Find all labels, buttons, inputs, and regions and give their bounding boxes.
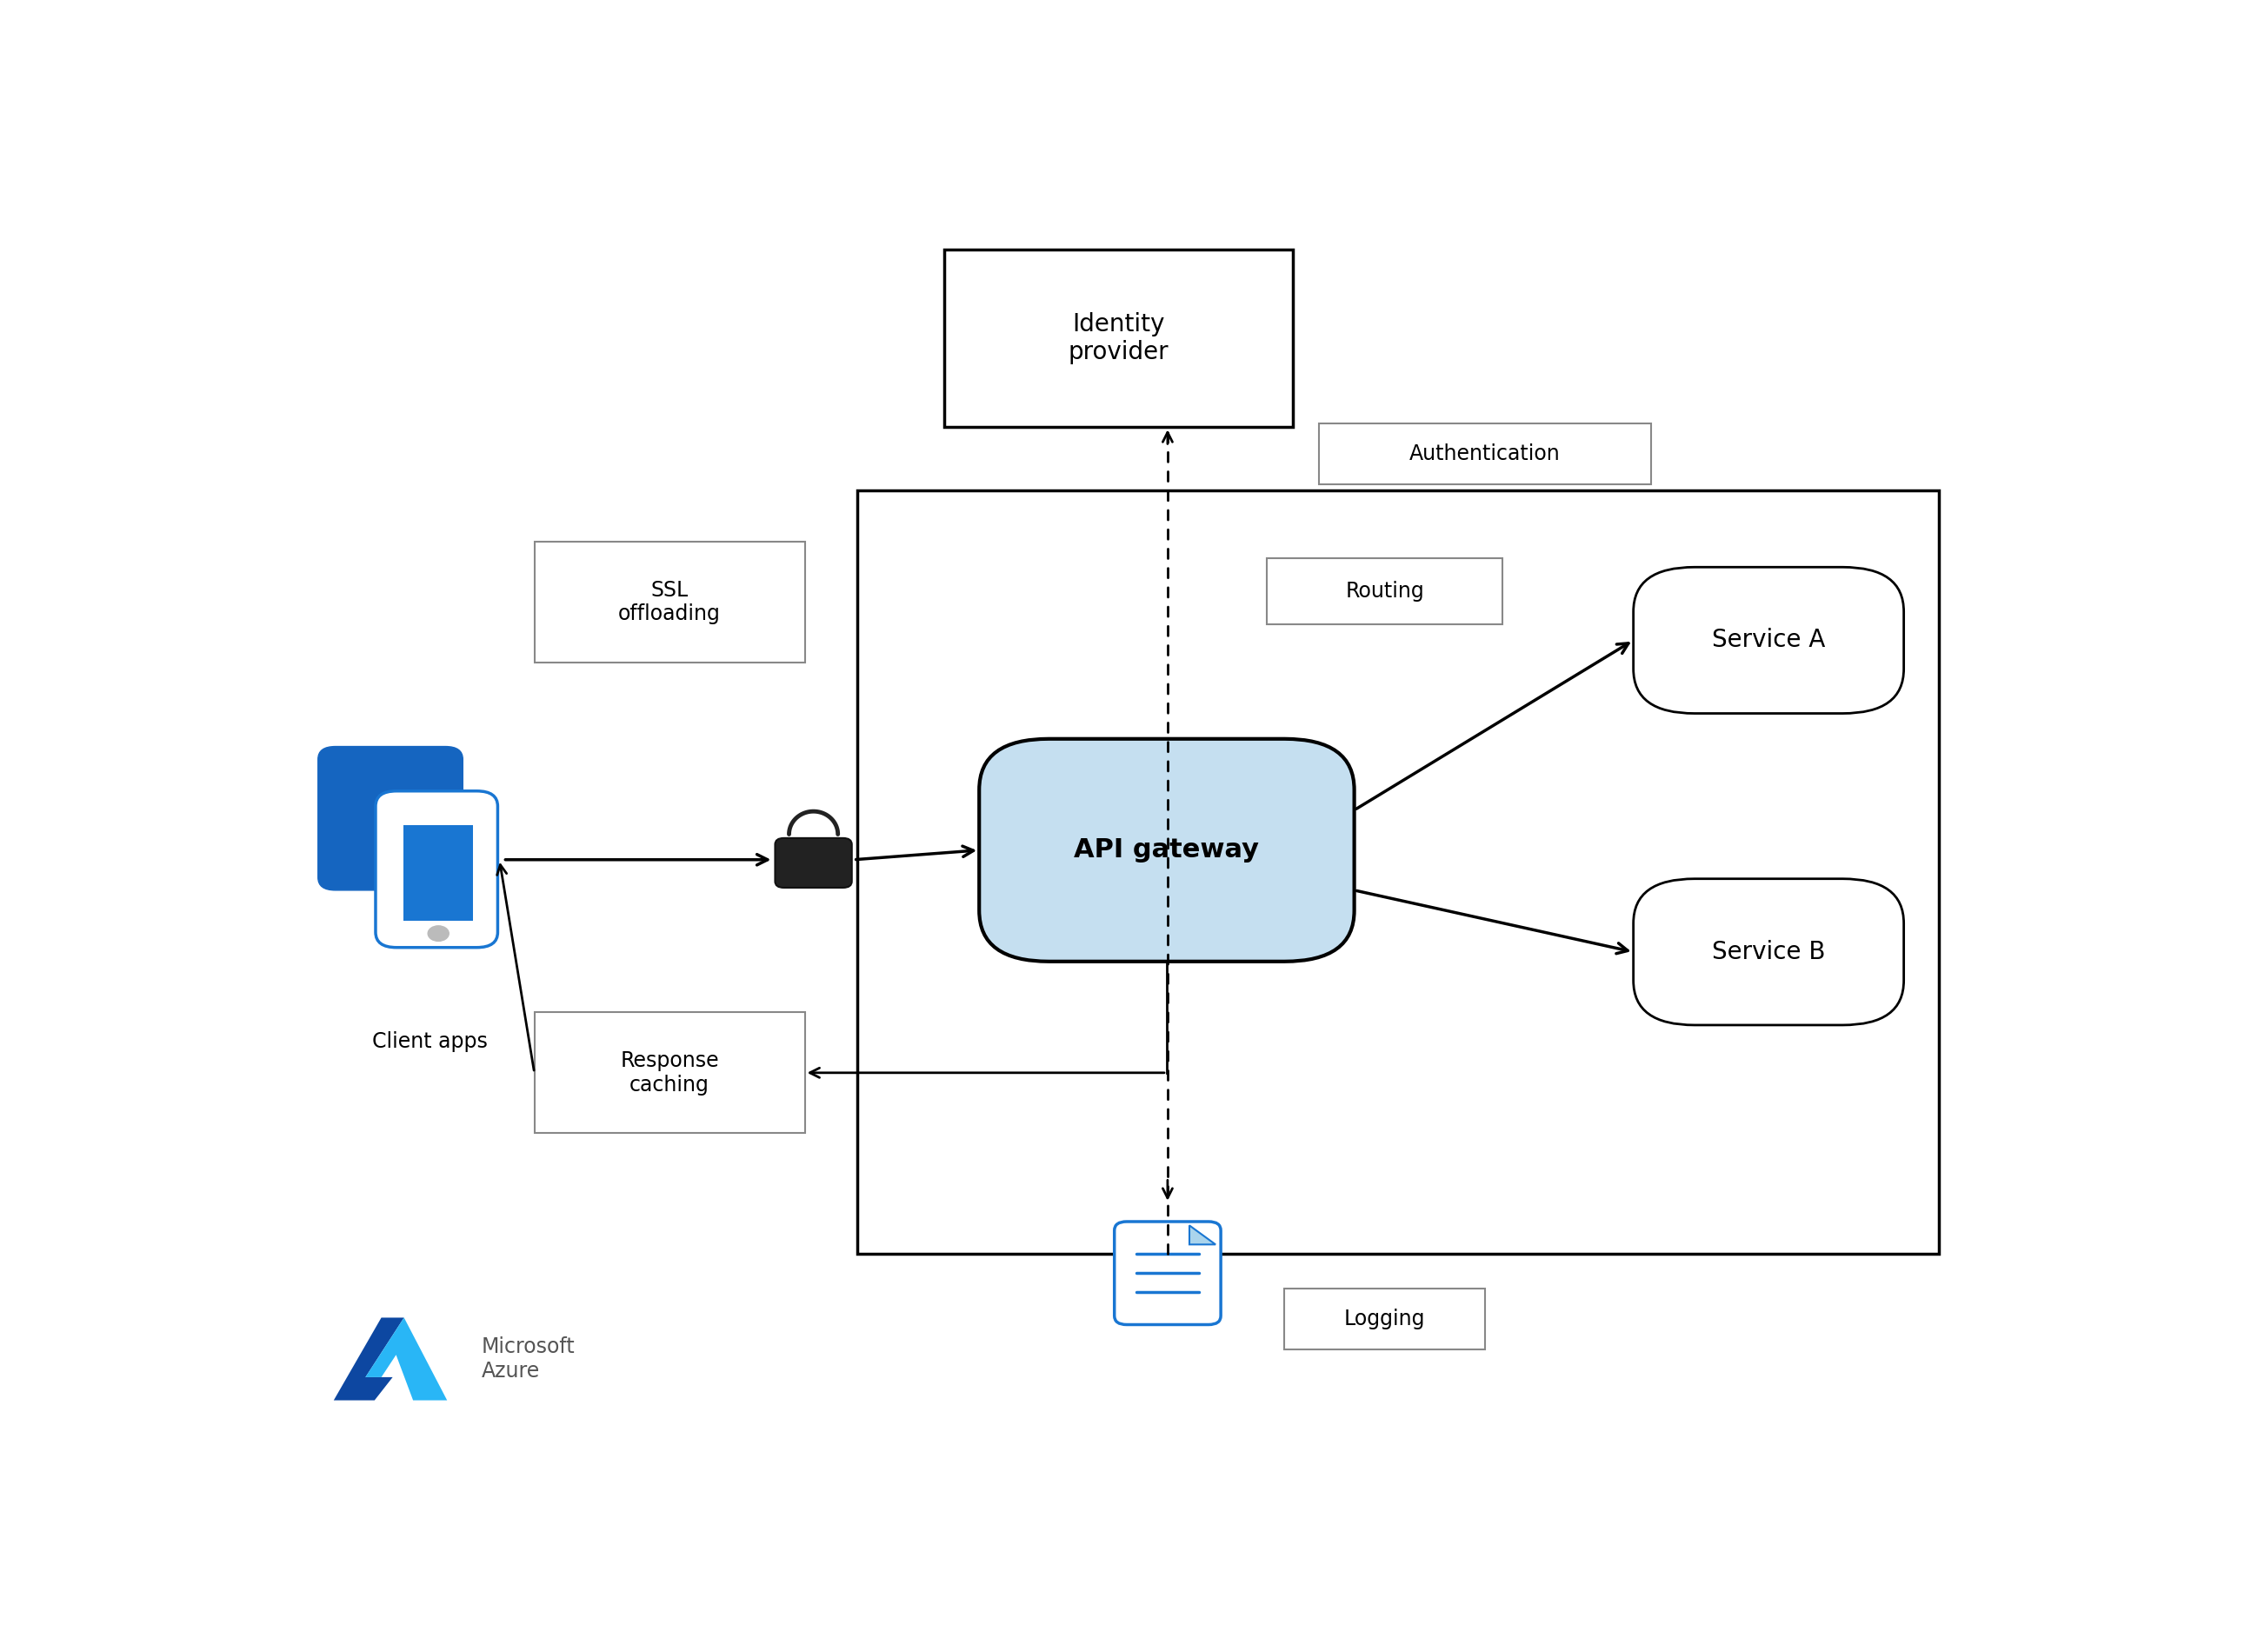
Text: Routing: Routing: [1346, 582, 1425, 601]
Text: Logging: Logging: [1344, 1308, 1425, 1330]
Polygon shape: [365, 1318, 448, 1401]
FancyBboxPatch shape: [317, 747, 464, 890]
Bar: [1285, 1289, 1486, 1350]
Text: API gateway: API gateway: [1074, 838, 1258, 862]
Text: Authentication: Authentication: [1409, 443, 1560, 464]
Bar: [945, 249, 1294, 428]
Text: Microsoft
Azure: Microsoft Azure: [482, 1336, 574, 1381]
Bar: [533, 542, 804, 662]
Text: Client apps: Client apps: [371, 1031, 488, 1052]
FancyBboxPatch shape: [376, 791, 497, 948]
FancyBboxPatch shape: [774, 838, 851, 887]
Text: Response
caching: Response caching: [619, 1051, 718, 1095]
FancyBboxPatch shape: [979, 738, 1355, 961]
Text: Service A: Service A: [1713, 628, 1826, 653]
FancyBboxPatch shape: [1634, 567, 1904, 714]
Bar: [403, 826, 473, 920]
Text: SSL
offloading: SSL offloading: [619, 580, 720, 624]
Text: Identity
provider: Identity provider: [1069, 312, 1168, 365]
FancyBboxPatch shape: [1634, 879, 1904, 1024]
FancyBboxPatch shape: [1114, 1221, 1220, 1325]
Polygon shape: [333, 1318, 403, 1401]
Bar: [1267, 558, 1501, 624]
Bar: [1319, 423, 1650, 484]
Circle shape: [428, 925, 448, 942]
Text: Service B: Service B: [1711, 940, 1826, 965]
Bar: [533, 1013, 804, 1133]
Bar: [858, 491, 1938, 1254]
Polygon shape: [1189, 1226, 1216, 1244]
